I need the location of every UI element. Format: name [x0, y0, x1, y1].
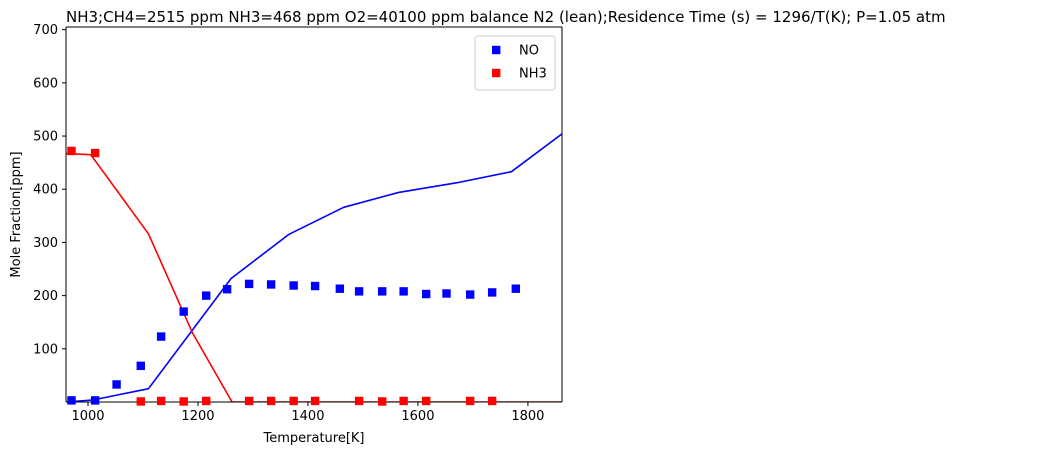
x-tick-label: 1400	[291, 409, 324, 424]
marker-nh3-4	[179, 397, 188, 406]
marker-no-0	[67, 396, 76, 405]
marker-nh3-1	[90, 148, 100, 158]
series-line-2	[66, 133, 562, 402]
marker-no-20	[511, 284, 521, 293]
marker-no-14	[377, 287, 387, 296]
y-tick-label: 700	[33, 23, 58, 38]
y-tick-label: 500	[33, 130, 58, 145]
legend: NO NH3	[474, 35, 556, 91]
tick-layer: 1000 1200 1400 1600 1800 100 200 300 400 500 600 70…	[33, 23, 544, 424]
marker-nh3-5	[202, 396, 211, 406]
marker-no-8	[244, 279, 254, 289]
marker-nh3-12	[399, 396, 408, 406]
marker-no-12	[335, 284, 345, 293]
marker-nh3-13	[421, 396, 431, 406]
chart-title: NH3;CH4=2515 ppm NH3=468 ppm O2=40100 pp…	[66, 8, 946, 26]
x-axis-label: Temperature[K]	[262, 431, 364, 446]
marker-no-11	[310, 281, 320, 291]
marker-no-10	[289, 281, 298, 290]
marker-nh3-14	[465, 396, 475, 406]
marker-nh3-2	[136, 397, 145, 406]
marker-no-1	[90, 396, 100, 405]
marker-no-16	[421, 289, 431, 299]
marker-no-15	[399, 287, 408, 296]
series-line-3	[66, 152, 562, 402]
legend-marker-nh3	[492, 68, 501, 78]
marker-nh3-9	[310, 396, 320, 406]
y-tick-label: 600	[33, 76, 58, 91]
legend-label-no: NO	[519, 44, 539, 59]
marker-no-3	[136, 361, 145, 371]
marker-no-7	[222, 285, 232, 294]
series-layer	[66, 133, 562, 402]
y-axis-label: Mole Fraction[ppm]	[9, 151, 24, 277]
marker-no-9	[266, 280, 276, 289]
marker-no-5	[179, 307, 188, 316]
y-tick-label: 100	[33, 342, 58, 357]
x-tick-label: 1600	[401, 409, 434, 424]
marker-nh3-3	[156, 396, 166, 406]
marker-no-17	[442, 289, 451, 298]
marker-nh3-0	[67, 146, 76, 156]
marker-no-19	[487, 288, 497, 297]
marker-nh3-11	[377, 397, 387, 406]
legend-marker-no	[492, 45, 501, 55]
marker-nh3-7	[266, 396, 276, 406]
legend-label-nh3: NH3	[519, 67, 547, 82]
x-tick-label: 1000	[71, 409, 104, 424]
y-tick-label: 200	[33, 289, 58, 304]
x-tick-label: 1200	[181, 409, 214, 424]
x-tick-label: 1800	[511, 409, 544, 424]
marker-no-6	[202, 291, 211, 300]
marker-no-18	[465, 290, 475, 299]
y-tick-label: 300	[33, 236, 58, 251]
legend-box	[474, 35, 556, 91]
y-tick-label: 400	[33, 183, 58, 198]
marker-nh3-8	[289, 396, 298, 406]
marker-nh3-10	[354, 396, 364, 406]
marker-no-2	[112, 380, 121, 389]
marker-layer	[67, 146, 521, 406]
marker-nh3-15	[487, 396, 497, 406]
marker-no-13	[354, 287, 364, 296]
marker-nh3-6	[244, 396, 254, 406]
marker-no-4	[156, 332, 166, 341]
